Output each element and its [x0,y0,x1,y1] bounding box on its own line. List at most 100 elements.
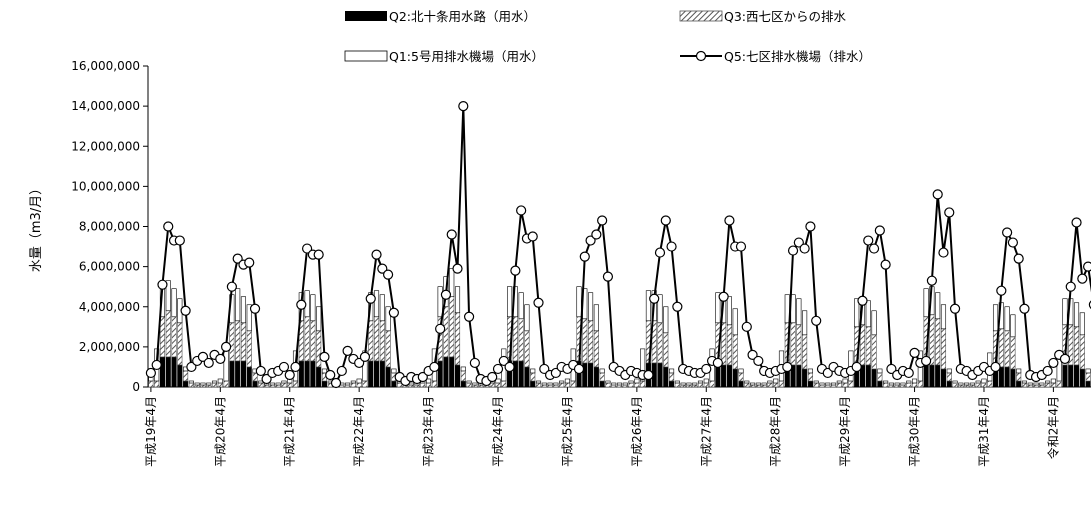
bar-q1 [1039,382,1045,386]
q5-point [463,311,475,322]
bar-q2 [310,360,316,388]
bar-q3 [998,328,1004,368]
bar-q1 [894,382,900,386]
bar-q3 [830,384,837,388]
bar-q1 [1045,380,1051,384]
bar-q3 [316,330,322,368]
bar-q3 [1045,382,1051,388]
q5-point [510,265,521,276]
q5-point [990,361,1001,373]
bar-q3 [750,384,756,388]
bar-q3 [883,382,889,388]
bar-q3 [663,332,669,368]
bar-q2 [669,380,675,388]
bar-q3 [408,384,414,388]
bar-q3 [472,384,478,388]
bar-q2 [877,380,883,388]
bar-q1 [836,380,842,384]
bar-q3 [246,330,252,368]
bar-q1 [744,380,750,384]
bar-q3 [790,322,796,366]
bar-q1 [819,382,825,386]
bar-q3 [640,380,646,388]
bar-q2 [304,360,310,388]
bar-q2 [454,364,461,388]
bar-q1 [564,378,570,384]
bar-q1 [750,382,756,386]
bar-q2 [802,368,808,388]
legend-swatch-q1 [344,50,388,62]
bar-q2 [321,380,328,388]
bar-q3 [183,370,189,382]
bar-q2 [443,356,449,388]
bar-q3 [935,318,941,366]
q5-point [388,307,399,318]
bar-q3 [240,322,247,362]
bar-q2 [1010,368,1016,388]
bar-q1 [1073,302,1080,328]
bar-q3 [709,380,715,388]
bar-q3 [940,328,947,370]
bar-q2 [663,366,669,388]
q5-point [371,249,382,260]
bar-q2 [657,362,663,388]
bar-q3 [871,334,877,370]
bar-q1 [495,378,501,384]
bar-q3 [385,330,391,368]
q5-point [1048,357,1059,369]
q5-point [377,263,388,274]
q5-point [1077,273,1088,284]
bar-q1 [715,292,721,324]
bar-q2 [240,360,247,388]
bar-q3 [703,382,709,388]
q5-point [880,259,891,270]
q5-point [197,351,209,363]
bar-q3 [616,384,623,388]
bar-q1 [547,382,553,386]
bar-q3 [744,382,750,388]
bar-q2 [593,366,599,388]
bar-q3 [599,372,605,382]
bar-q3 [877,372,883,382]
x-tick-label: 平成28年4月 [769,396,783,467]
bar-q1 [946,368,952,374]
bar-q3 [217,382,223,388]
bar-q3 [454,312,461,366]
bar-q3 [223,380,229,388]
bar-q2 [379,360,385,388]
bar-q3 [1016,372,1022,382]
bar-q1 [426,378,432,384]
bar-q2 [246,366,252,388]
bar-q3 [1079,334,1085,370]
bar-q3 [310,320,316,362]
bar-q3 [252,372,258,382]
q5-point [232,253,243,264]
bar-q3 [154,380,160,388]
x-tick-label: 平成31年4月 [977,396,991,467]
bar-q3 [807,372,813,382]
bar-q3 [443,306,449,358]
bar-q1 [559,380,565,384]
bar-q3 [501,380,507,388]
bar-q2 [530,380,536,388]
q5-point [487,371,498,383]
bar-q3 [865,326,871,366]
bar-q3 [547,384,553,388]
bar-q2 [460,380,466,388]
bar-q1 [454,286,461,314]
bar-q1 [275,382,281,386]
bar-q3 [697,382,704,388]
bar-q2 [599,380,605,388]
q5-point [643,369,654,381]
q5-point [851,361,862,373]
q5-point [527,231,538,242]
bar-q3 [981,382,987,388]
bar-q3 [165,310,171,358]
q5-point [382,269,394,280]
bar-q3 [969,384,975,388]
q5-point [811,315,822,326]
q5-point [203,357,214,369]
bar-q3 [420,382,426,388]
bar-q1 [767,380,773,384]
q5-point [1065,281,1076,292]
